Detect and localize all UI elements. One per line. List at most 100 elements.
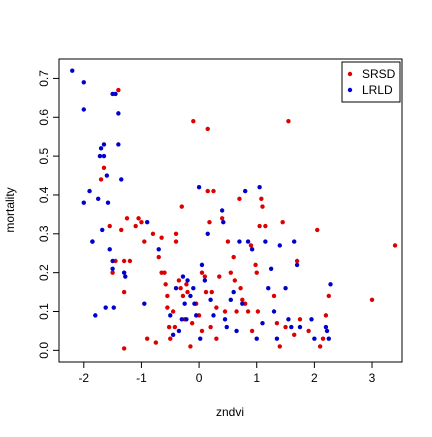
point-srsd bbox=[274, 320, 280, 326]
point-srsd bbox=[260, 204, 265, 209]
point-srsd bbox=[184, 282, 189, 287]
point-srsd bbox=[202, 274, 208, 279]
point-lrld bbox=[180, 274, 186, 279]
axis-ticks: -2 -1 0 1 2 3 0.0 0.1 0.2 0.3 0.4 0.5 0.6 0.7 bbox=[37, 70, 376, 385]
x-tick-label: 1 bbox=[253, 371, 260, 385]
point-srsd bbox=[101, 165, 107, 170]
point-srsd bbox=[116, 87, 121, 93]
point-srsd bbox=[110, 270, 115, 275]
point-lrld bbox=[113, 91, 118, 97]
point-srsd bbox=[179, 204, 184, 209]
point-lrld bbox=[98, 146, 104, 151]
point-lrld bbox=[142, 301, 147, 306]
point-lrld bbox=[323, 324, 329, 330]
point-srsd bbox=[232, 278, 238, 283]
x-tick-label: 2 bbox=[311, 371, 318, 385]
x-tick-label: -1 bbox=[136, 371, 147, 385]
point-lrld bbox=[121, 270, 127, 275]
legend-marker-srsd bbox=[347, 71, 353, 77]
point-srsd bbox=[165, 305, 170, 310]
y-tick-label: 0.3 bbox=[37, 225, 51, 242]
point-lrld bbox=[202, 278, 208, 283]
point-srsd bbox=[238, 285, 243, 291]
point-srsd bbox=[205, 188, 210, 194]
point-lrld bbox=[289, 324, 294, 330]
point-srsd bbox=[326, 293, 331, 299]
point-lrld bbox=[107, 247, 112, 252]
point-srsd bbox=[178, 285, 183, 291]
point-srsd bbox=[214, 305, 219, 310]
point-lrld bbox=[231, 289, 236, 295]
point-srsd bbox=[199, 328, 205, 334]
x-tick-label: 0 bbox=[196, 371, 203, 385]
y-tick-label: 0.6 bbox=[37, 109, 51, 126]
point-srsd bbox=[263, 223, 268, 229]
point-lrld bbox=[243, 188, 248, 194]
point-lrld bbox=[110, 258, 115, 264]
point-lrld bbox=[198, 336, 203, 341]
point-lrld bbox=[90, 239, 95, 244]
legend-label-srsd: SRSD bbox=[362, 67, 396, 81]
point-srsd bbox=[168, 336, 173, 341]
point-lrld bbox=[179, 317, 184, 322]
point-srsd bbox=[254, 270, 259, 275]
point-lrld bbox=[211, 313, 216, 318]
legend-label-lrld: LRLD bbox=[362, 83, 393, 97]
point-srsd bbox=[257, 223, 262, 229]
point-lrld bbox=[260, 320, 265, 326]
point-srsd bbox=[253, 262, 258, 268]
point-srsd bbox=[207, 219, 212, 225]
legend-marker-lrld bbox=[347, 87, 353, 93]
point-lrld bbox=[81, 107, 86, 112]
point-srsd bbox=[136, 216, 141, 221]
point-srsd bbox=[156, 254, 161, 260]
point-srsd bbox=[225, 239, 231, 244]
point-lrld bbox=[97, 153, 103, 159]
point-srsd bbox=[306, 328, 311, 334]
point-lrld bbox=[283, 285, 288, 291]
point-srsd bbox=[170, 309, 176, 314]
point-lrld bbox=[219, 208, 225, 213]
point-srsd bbox=[369, 297, 375, 303]
point-lrld bbox=[96, 196, 101, 202]
y-tick-label: 0.2 bbox=[37, 264, 51, 281]
point-srsd bbox=[317, 344, 323, 349]
point-lrld bbox=[145, 219, 150, 225]
point-srsd bbox=[172, 324, 178, 330]
point-srsd bbox=[121, 258, 127, 264]
point-lrld bbox=[182, 301, 187, 306]
point-lrld bbox=[228, 297, 233, 303]
point-srsd bbox=[173, 239, 179, 244]
point-lrld bbox=[297, 324, 303, 330]
point-lrld bbox=[116, 111, 121, 116]
point-srsd bbox=[214, 336, 219, 341]
point-srsd bbox=[203, 289, 209, 295]
point-lrld bbox=[104, 173, 110, 178]
y-tick-label: 0.4 bbox=[37, 186, 51, 203]
point-srsd bbox=[205, 126, 210, 132]
point-lrld bbox=[268, 266, 274, 271]
point-lrld bbox=[188, 293, 193, 299]
point-lrld bbox=[103, 305, 108, 310]
point-srsd bbox=[392, 243, 398, 248]
point-srsd bbox=[189, 320, 195, 326]
point-lrld bbox=[254, 336, 259, 341]
point-lrld bbox=[249, 247, 255, 252]
point-srsd bbox=[277, 344, 282, 349]
point-lrld bbox=[277, 243, 282, 248]
y-tick-label: 0.5 bbox=[37, 147, 51, 164]
point-srsd bbox=[124, 216, 130, 221]
point-srsd bbox=[222, 309, 228, 314]
point-lrld bbox=[257, 184, 262, 190]
point-srsd bbox=[180, 293, 186, 299]
point-srsd bbox=[153, 340, 159, 345]
point-srsd bbox=[231, 254, 236, 260]
point-srsd bbox=[228, 270, 233, 275]
point-srsd bbox=[121, 346, 127, 351]
point-lrld bbox=[93, 313, 98, 318]
x-axis-label: zndvi bbox=[216, 405, 244, 419]
point-lrld bbox=[101, 153, 107, 159]
y-tick-label: 0.7 bbox=[37, 70, 51, 87]
point-lrld bbox=[199, 262, 205, 268]
